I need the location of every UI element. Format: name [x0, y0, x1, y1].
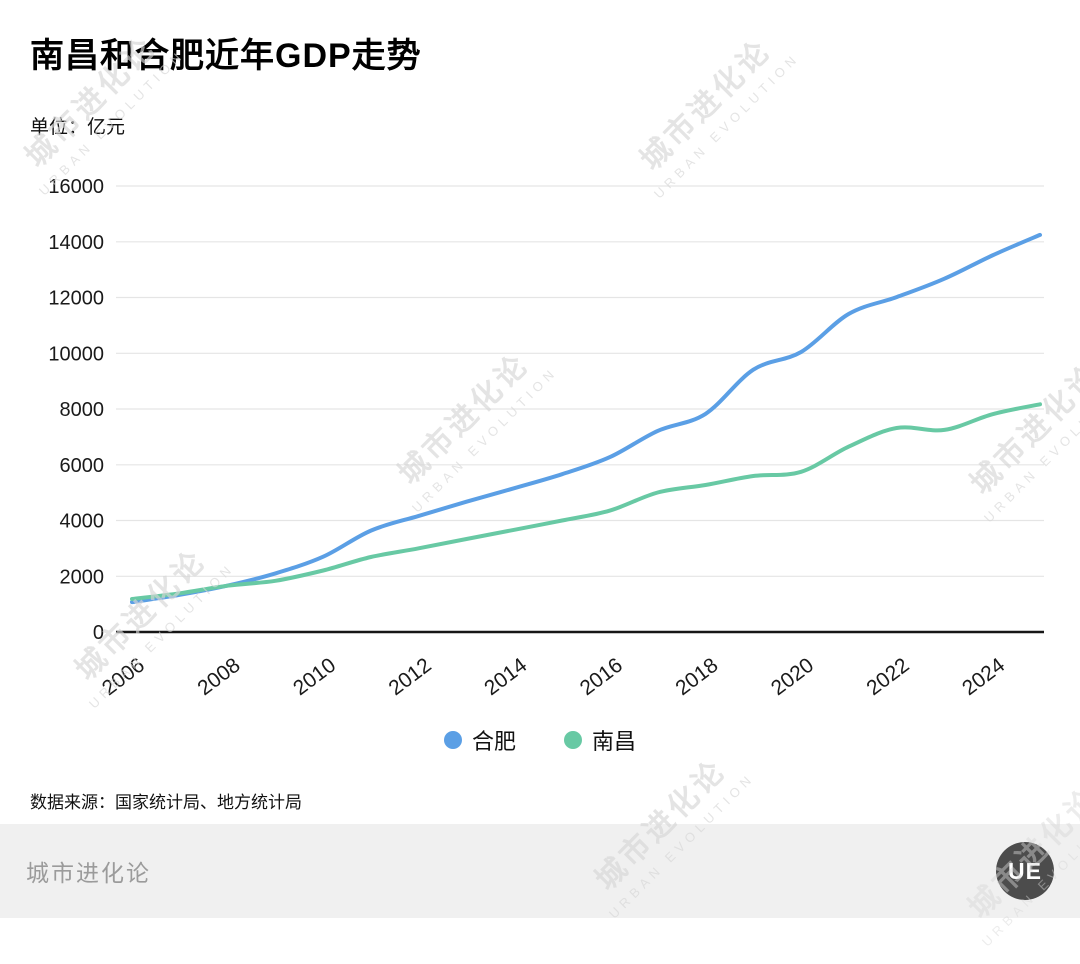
y-tick-label: 8000 [60, 399, 105, 421]
hefei-series-dot [443, 731, 462, 749]
legend-label-nanchang: 南昌 [592, 729, 637, 754]
legend-label-hefei: 合肥 [471, 729, 516, 754]
chart-card: 南昌和合肥近年GDP走势 单位：亿元 0 2000 4000 6000 8000 1000… [0, 30, 1080, 949]
x-tick-label: 2016 [576, 654, 627, 700]
y-tick-label: 16000 [48, 176, 104, 198]
x-tick-label: 2018 [671, 654, 722, 700]
y-tick-label: 2000 [60, 566, 105, 588]
x-tick-label: 2008 [193, 654, 244, 700]
legend-item-nanchang: 南昌 [564, 724, 636, 756]
chart-legend: 合肥 南昌 [0, 724, 1080, 756]
y-tick-label: 10000 [48, 343, 104, 365]
series-line-hefei [130, 232, 1042, 605]
unit-label: 单位：亿元 [30, 117, 126, 138]
x-tick-label: 2010 [289, 654, 340, 700]
gdp-line-chart: 0 2000 4000 6000 8000 10000 12000 14000 16000 200… [48, 176, 1044, 700]
y-tick-label: 6000 [60, 455, 105, 477]
x-tick-label: 2020 [767, 654, 818, 700]
y-tick-label: 4000 [60, 511, 105, 533]
page-title: 南昌和合肥近年GDP走势 [30, 37, 422, 75]
legend-item-hefei: 合肥 [443, 724, 516, 756]
ue-logo: UE [996, 842, 1054, 900]
x-tick-label: 2022 [862, 654, 913, 700]
footer-bar: 城市进化论 UE [0, 824, 1080, 918]
x-tick-label: 2006 [98, 654, 149, 700]
y-tick-label: 14000 [48, 232, 104, 254]
y-tick-label: 12000 [48, 288, 104, 310]
y-tick-label: 0 [93, 622, 104, 644]
data-source: 数据来源：国家统计局、地方统计局 [30, 793, 302, 812]
ue-logo-text: UE [1008, 857, 1042, 884]
footer-brand: 城市进化论 [26, 860, 151, 886]
series-line-nanchang [130, 402, 1042, 601]
x-tick-label: 2014 [480, 653, 531, 700]
nanchang-series-dot [564, 731, 582, 749]
x-tick-label: 2024 [958, 653, 1009, 700]
x-tick-label: 2012 [385, 654, 436, 700]
